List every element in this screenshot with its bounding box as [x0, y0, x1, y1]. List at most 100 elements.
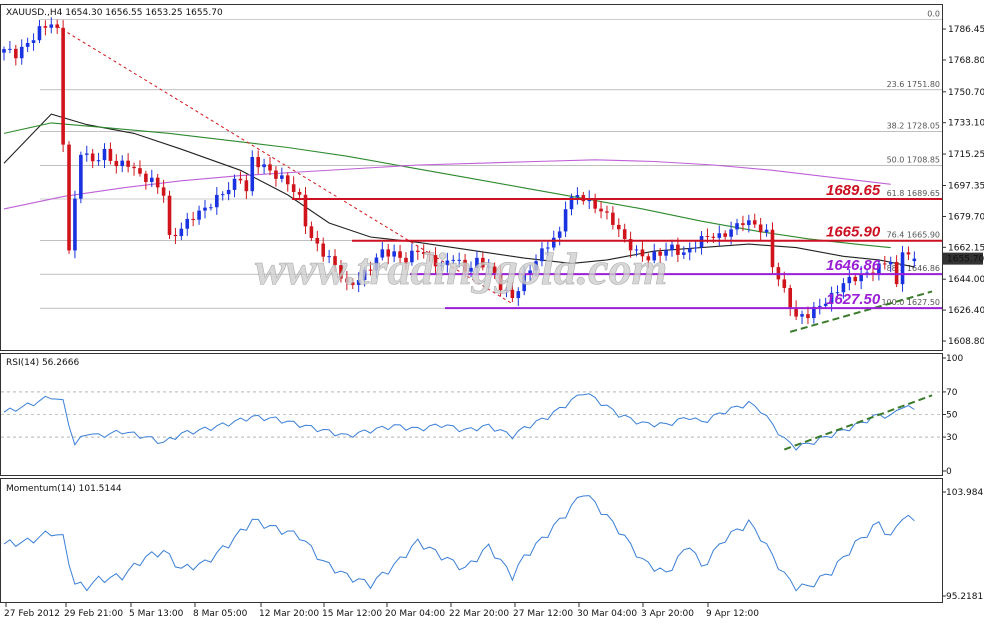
candle-body	[55, 24, 60, 28]
price-panel	[0, 4, 943, 351]
candle-body	[439, 264, 444, 267]
rsi-tick-label: 70	[946, 388, 958, 398]
candle-body	[303, 194, 308, 227]
candle-body	[61, 27, 65, 145]
candle-body	[297, 191, 302, 195]
candle-body	[711, 236, 716, 238]
candle-body	[894, 261, 899, 285]
candle-body	[84, 153, 89, 155]
x-tick-label: 27 Feb 2012	[4, 609, 60, 619]
candle-body	[770, 229, 775, 268]
candle-body	[788, 287, 793, 309]
momentum-line	[3, 495, 915, 592]
candle-body	[333, 256, 337, 266]
candle-body	[350, 282, 355, 285]
rsi-tick-label: 30	[946, 433, 958, 443]
x-tick-label: 27 Mar 12:00	[513, 609, 573, 619]
price-y-tick-label: 1733.10	[948, 119, 984, 129]
candle-body	[729, 229, 733, 237]
candle-body	[747, 220, 751, 226]
candle-body	[203, 207, 207, 211]
key-level-label: 1665.90	[826, 224, 881, 241]
candle-body	[906, 252, 911, 255]
candle-body	[794, 308, 798, 317]
candle-body	[315, 237, 320, 244]
candle-body	[687, 248, 692, 253]
price-y-tick-label: 1679.70	[948, 212, 984, 222]
fib-label: 0.0	[927, 9, 940, 18]
candle-body	[676, 244, 680, 255]
momentum-panel-header: Momentum(14) 101.5144	[6, 484, 122, 494]
candle-body	[752, 220, 757, 225]
price-y-tick-label: 1715.25	[948, 150, 984, 160]
candle-body	[149, 177, 154, 182]
candle-body	[469, 267, 473, 272]
candle-body	[557, 231, 562, 238]
candle-body	[628, 239, 633, 251]
candle-body	[634, 249, 639, 251]
candle-body	[96, 160, 101, 162]
candle-body	[274, 170, 278, 179]
candle-body	[339, 265, 343, 279]
key-level-label: 1646.86	[826, 257, 881, 274]
rsi-tick-label: 100	[946, 354, 963, 364]
candle-body	[682, 252, 686, 255]
candle-body	[321, 243, 326, 257]
candle-body	[735, 223, 739, 230]
candle-body	[640, 249, 645, 257]
x-tick-label: 30 Mar 04:00	[577, 609, 637, 619]
candle-body	[605, 211, 609, 213]
candle-body	[309, 226, 314, 238]
candle-body	[551, 237, 556, 248]
candle-body	[829, 292, 834, 304]
candle-body	[262, 164, 266, 168]
price-y-tick-label: 1750.70	[948, 88, 984, 98]
x-tick-label: 15 Mar 12:00	[322, 609, 382, 619]
candle-body	[841, 283, 846, 293]
candle-body	[616, 224, 621, 230]
candle-body	[244, 180, 249, 192]
candle-body	[877, 263, 881, 274]
fib-label: 38.2 1728.05	[887, 122, 940, 131]
x-axis: 27 Feb 2012 29 Feb 21:00 5 Mar 13:00 8 Mar …	[4, 603, 759, 619]
price-y-tick-label: 1786.45	[948, 25, 984, 35]
candle-body	[280, 175, 284, 179]
candle-body	[516, 291, 521, 299]
momentum-layer: 103.9843 95.2181	[3, 488, 984, 602]
candle-body	[481, 257, 485, 268]
candle-body	[220, 194, 225, 196]
candle-body	[492, 266, 497, 274]
candle-body	[191, 218, 195, 220]
candle-body	[404, 257, 408, 263]
candle-body	[859, 273, 863, 282]
candle-body	[197, 210, 201, 220]
x-tick-label: 12 Mar 20:00	[259, 609, 319, 619]
candle-body	[912, 258, 917, 262]
candle-body	[356, 280, 361, 285]
candle-body	[546, 247, 550, 249]
candle-body	[410, 250, 414, 263]
candle-body	[664, 250, 668, 256]
candle-body	[475, 257, 479, 268]
fib-label: 88.1 1646.86	[887, 264, 940, 273]
candle-body	[291, 184, 296, 192]
candle-body	[362, 269, 367, 281]
candle-body	[463, 259, 467, 272]
candle-body	[345, 278, 349, 283]
rsi-tick-label: 50	[946, 411, 958, 421]
candle-body	[120, 160, 125, 167]
candle-body	[138, 168, 142, 174]
candle-body	[806, 314, 810, 319]
candle-body	[758, 224, 763, 233]
x-tick-label: 5 Mar 13:00	[129, 609, 184, 619]
candle-body	[575, 195, 580, 198]
rsi-tick-label: 0	[946, 467, 952, 477]
candle-body	[693, 247, 698, 249]
candle-body	[646, 256, 651, 261]
candle-body	[569, 197, 574, 210]
candle-body	[504, 289, 509, 291]
candle-body	[108, 148, 113, 161]
momentum-panel	[0, 478, 943, 603]
x-tick-label: 8 Mar 05:00	[193, 609, 248, 619]
candle-body	[486, 266, 491, 268]
